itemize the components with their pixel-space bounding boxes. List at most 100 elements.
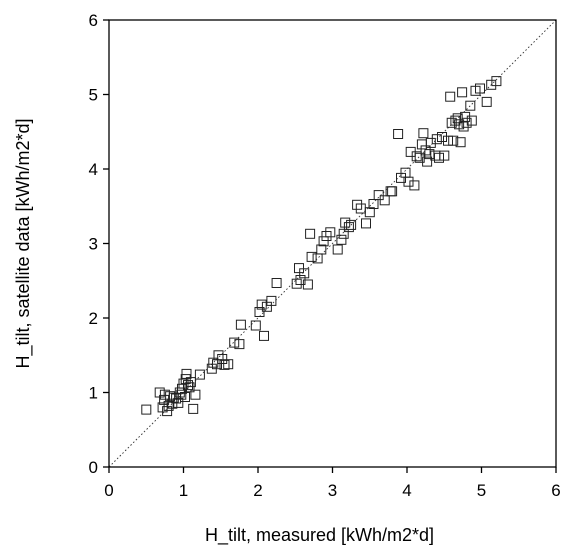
data-point [466,115,477,126]
data-point [180,374,191,385]
data-point [318,236,329,247]
data-point [431,134,442,145]
data-point [165,391,176,402]
data-point [141,404,152,415]
data-point [418,128,429,139]
data-point [460,111,471,122]
data-point [250,320,261,331]
data-point [183,380,193,391]
data-point [194,369,205,380]
y-tick-label: 5 [89,86,98,105]
y-tick-label: 1 [89,384,98,403]
data-point [414,152,425,163]
data-point [188,403,199,414]
identity-reference-line [108,19,557,468]
x-tick-label: 0 [104,481,113,500]
data-point [403,176,414,187]
data-point [321,231,332,241]
data-point [332,244,343,255]
data-point [325,227,336,238]
data-point [443,135,453,146]
data-point [457,87,468,98]
data-point [361,218,371,229]
y-tick-label: 2 [89,309,98,328]
x-tick-label: 1 [179,481,188,500]
data-point [256,299,267,310]
data-point [181,368,192,379]
data-point [271,278,282,288]
data-point [234,339,245,350]
data-point [437,132,447,142]
data-point [185,377,196,388]
data-point [173,397,184,408]
data-point [481,96,492,107]
data-point [368,199,379,209]
data-point [364,207,375,218]
data-point [355,203,366,214]
data-point [373,190,384,201]
y-axis-ticks: 0 1 2 3 4 5 6 [89,11,109,477]
y-tick-label: 6 [89,11,98,30]
data-point [458,121,469,132]
data-point [352,199,363,210]
data-point [229,337,240,348]
data-point [491,76,502,87]
data-point [180,392,190,402]
y-tick-label: 0 [89,458,98,477]
data-point [336,234,347,245]
data-point [387,186,398,197]
data-point [306,251,317,262]
data-point [294,263,304,274]
data-point [455,137,466,148]
data-point [259,330,269,341]
data-point [338,228,349,239]
data-point [316,244,327,255]
data-point [219,359,230,370]
y-axis-title: H_tilt, satellite data [kWh/m2*d] [13,118,34,368]
data-point [223,359,234,370]
data-point [450,115,461,126]
data-point [184,382,195,393]
data-point [445,91,456,102]
x-tick-label: 4 [402,481,411,500]
x-tick-label: 5 [477,481,486,500]
data-point [235,319,246,330]
data-point [346,219,357,230]
x-tick-label: 3 [328,481,337,500]
data-point [213,350,224,361]
data-point [343,222,354,233]
reference-line-group [108,19,557,468]
data-points [141,76,502,417]
data-point [190,389,201,400]
data-point [217,354,228,364]
data-point [299,268,310,279]
data-point [416,139,427,150]
data-point [465,100,476,111]
data-point [411,151,422,162]
x-axis-ticks: 0 1 2 3 4 5 6 [104,467,561,500]
data-point [461,117,472,128]
data-point [425,137,436,148]
data-point [177,383,187,394]
data-point [379,195,390,206]
data-point [167,398,178,409]
y-tick-label: 3 [89,235,98,254]
data-point [409,180,420,191]
plot-area [108,19,557,468]
data-point [162,406,173,417]
x-tick-label: 2 [253,481,262,500]
data-point [254,307,265,317]
data-point [434,152,444,163]
x-axis-title: H_tilt, measured [kWh/m2*d] [205,525,434,546]
data-point [475,83,485,94]
data-point [422,156,433,167]
x-tick-label: 6 [551,481,560,500]
data-point [266,295,277,306]
y-tick-label: 4 [89,160,98,179]
data-point [420,145,431,156]
data-point [393,129,404,139]
data-point [291,278,302,289]
data-point [424,149,435,160]
data-point [439,150,450,161]
